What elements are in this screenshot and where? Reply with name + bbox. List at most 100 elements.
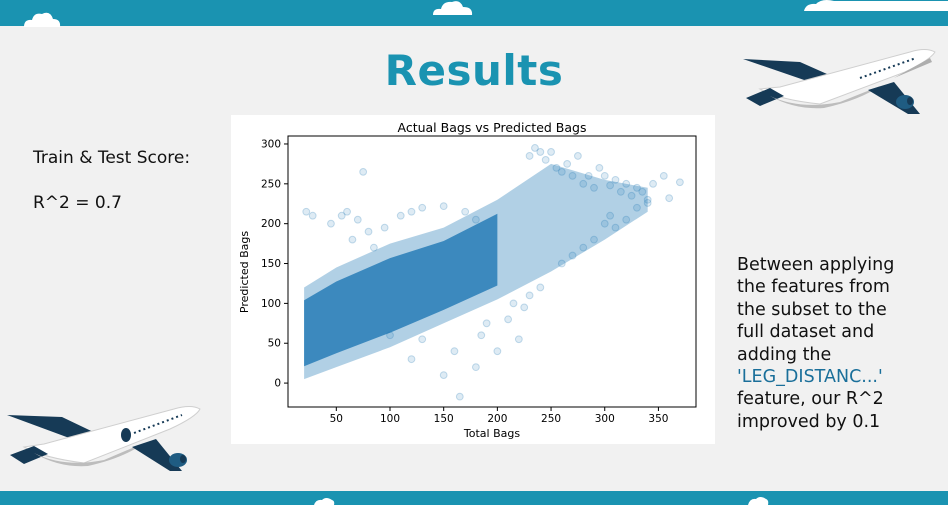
scatter-point [525, 152, 534, 160]
scatter-point [525, 291, 534, 300]
feature-name: 'LEG_DISTANC...' [737, 367, 883, 388]
scatter-point [622, 215, 631, 224]
y-axis-label: Predicted Bags [238, 231, 251, 313]
scatter-point [627, 191, 636, 200]
explanation-line: the subset to the [737, 299, 887, 320]
scatter-point [590, 183, 598, 192]
cloud-icon [804, 0, 948, 11]
scatter-point [455, 392, 464, 401]
scatter-point [380, 223, 389, 232]
scatter-point [439, 371, 448, 380]
scatter-point [407, 207, 416, 216]
scatter-point [536, 283, 545, 292]
explanation-line: the features from [737, 277, 890, 298]
scatter-point [509, 299, 518, 308]
y-tick-label: 200 [261, 218, 281, 230]
explanation-line: full dataset and [737, 322, 875, 343]
scatter-point [595, 163, 604, 172]
y-tick-label: 300 [261, 138, 281, 150]
scatter-point [337, 211, 346, 220]
cloud-icon [24, 12, 61, 27]
airplane-icon [7, 406, 201, 471]
scatter-point [327, 219, 335, 228]
scatter-point [573, 152, 582, 160]
cloud-icon [314, 498, 335, 505]
scatter-point [514, 335, 523, 344]
y-tick-label: 150 [261, 258, 281, 270]
scatter-point [308, 211, 317, 220]
scatter-point [520, 303, 529, 312]
scatter-point [359, 167, 368, 176]
explanation-line: Between applying [737, 255, 895, 275]
scatter-point [302, 207, 311, 216]
scatter-point [353, 215, 362, 224]
y-tick-label: 250 [261, 178, 281, 190]
scatter-point [606, 181, 615, 190]
scatter-point [584, 171, 593, 180]
scatter-point [638, 187, 647, 196]
scatter-point [665, 194, 674, 203]
scatter-point [590, 235, 598, 244]
scatter-point [643, 199, 652, 207]
scatter-point [600, 171, 609, 180]
scatter-point [418, 203, 427, 212]
scatter-point [568, 171, 577, 180]
y-tick-label: 0 [274, 378, 281, 390]
x-tick-label: 200 [487, 413, 507, 425]
scatter-point [439, 202, 448, 211]
y-tick-label: 100 [261, 298, 281, 310]
cloud-icon [433, 1, 473, 16]
scatter-point [649, 179, 657, 188]
x-axis-label: Total Bags [463, 427, 520, 440]
scatter-point [471, 215, 480, 224]
scatter-point [557, 259, 566, 268]
explanation-text: Between applying the features from the s… [737, 254, 937, 433]
x-tick-label: 100 [380, 413, 400, 425]
explanation-line: feature, our R^2 [737, 389, 884, 410]
scatter-point [616, 187, 625, 196]
scatter-point [675, 178, 684, 187]
scatter-point [450, 347, 459, 356]
scatter-point [477, 331, 486, 340]
scatter-point [611, 223, 620, 232]
r2-value: R^2 = 0.7 [33, 193, 122, 213]
scatter-point [643, 195, 652, 204]
scatter-point [622, 179, 631, 188]
scatter-point [418, 335, 427, 344]
scatter-point [407, 355, 416, 364]
airplane-icon [743, 49, 936, 114]
scatter-point [659, 171, 668, 180]
scatter-point [579, 243, 588, 252]
top-band [0, 0, 948, 26]
x-tick-label: 300 [595, 413, 615, 425]
scatter-point [579, 179, 588, 188]
bottom-band [0, 491, 948, 505]
scatter-point [541, 156, 550, 164]
scatter-point [396, 211, 405, 220]
scatter-point [552, 163, 561, 172]
scatter-point [386, 331, 394, 340]
cloud-icon [748, 497, 769, 505]
chart-title: Actual Bags vs Predicted Bags [397, 120, 586, 135]
chart-panel: 50 100 150 200 250 300 350 0 50 100 150 200 250 300 A… [231, 115, 715, 444]
x-tick-label: 250 [541, 413, 561, 425]
y-tick-label: 50 [268, 338, 281, 350]
scatter-point [611, 175, 620, 184]
scatter-point [369, 243, 378, 252]
scatter-point [633, 203, 641, 212]
scatter-point [536, 148, 545, 156]
scatter-point [364, 227, 373, 236]
scatter-point [504, 315, 513, 324]
scatter-point [482, 319, 491, 328]
scatter-point [547, 148, 555, 156]
scatter-point [568, 251, 577, 260]
scatter-point [600, 219, 609, 228]
slide-title: Results [384, 46, 564, 95]
explanation-line: adding the [737, 344, 832, 365]
scatter-point [461, 207, 470, 216]
explanation-line: improved by 0.1 [737, 411, 881, 432]
x-tick-label: 150 [434, 413, 454, 425]
scatter-point [493, 347, 502, 356]
scatter-point [343, 207, 351, 216]
scatter-point [633, 183, 641, 192]
